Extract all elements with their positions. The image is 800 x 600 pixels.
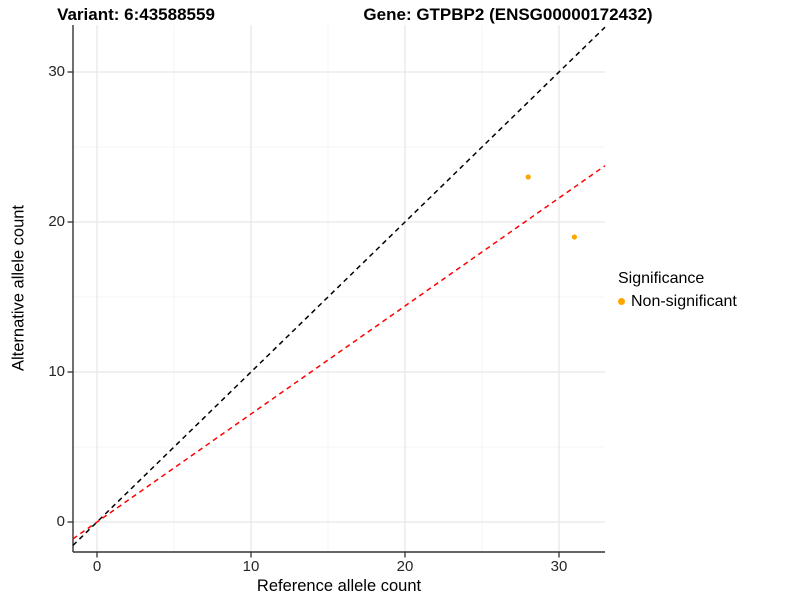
x-tick-label: 0 [92, 558, 102, 575]
allelic-ratio-line [72, 165, 606, 540]
plot-title-gene: Gene: GTPBP2 (ENSG00000172432) [363, 5, 653, 24]
x-axis-title: Reference allele count [256, 577, 422, 595]
legend-entry-label: Non-significant [631, 292, 737, 310]
x-tick-label: 30 [550, 558, 568, 575]
x-tick-label: 20 [396, 558, 414, 575]
x-tick-label: 10 [242, 558, 260, 575]
y-tick-label: 0 [56, 513, 65, 530]
data-point [525, 174, 531, 180]
legend-title: Significance [618, 270, 705, 287]
y-tick-label: 10 [48, 363, 65, 380]
y-tick-label: 30 [48, 63, 65, 80]
y-tick-label: 20 [48, 213, 65, 230]
legend: Significance Non-significant [618, 270, 737, 311]
legend-point-icon [618, 298, 625, 305]
plot-title-variant: Variant: 6:43588559 [57, 5, 215, 24]
legend-entries: Non-significant [618, 292, 737, 311]
data-point [571, 234, 578, 240]
legend-entry: Non-significant [618, 292, 737, 311]
identity-line [72, 26, 606, 546]
y-axis-title: Alternative allele count [9, 204, 28, 372]
